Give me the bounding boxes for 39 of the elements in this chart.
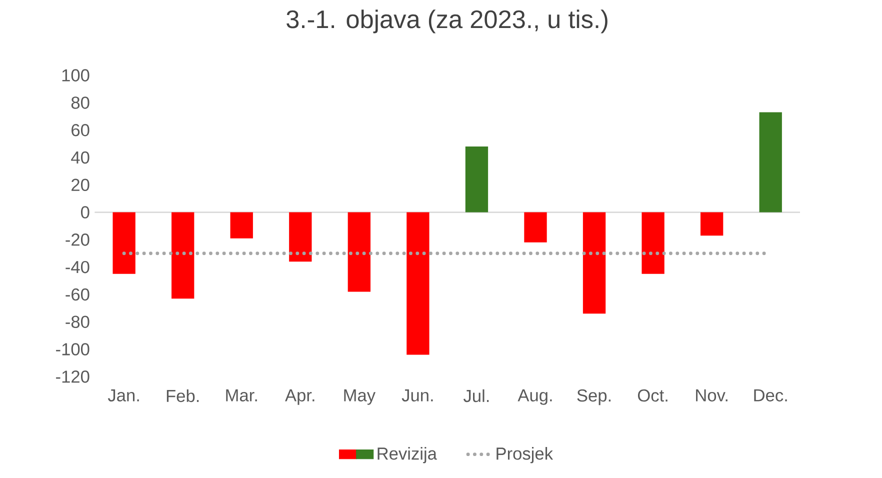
bar — [172, 212, 194, 299]
bar — [230, 212, 253, 238]
bar — [348, 212, 371, 292]
y-tick-label: -100 — [56, 343, 90, 356]
y-tick-label: 20 — [72, 178, 90, 192]
y-tick-label: 100 — [62, 69, 90, 82]
y-tick-label: -120 — [56, 370, 90, 383]
x-tick-label: Nov. — [696, 389, 728, 402]
x-tick-label: Aug. — [518, 389, 552, 405]
bar — [700, 212, 724, 236]
chart-title: 3.-1. objava (za 2023., u tis.) — [286, 10, 608, 34]
bar — [289, 212, 312, 262]
x-tick-label: Dec. — [754, 389, 787, 402]
bar — [524, 212, 547, 242]
x-tick-label: Jul. — [464, 389, 489, 402]
x-tick-label: May — [344, 389, 376, 405]
legend-label: Revizija — [378, 447, 437, 464]
bar — [406, 212, 430, 355]
x-tick-label: Mar. — [226, 389, 257, 402]
y-tick-label: -40 — [66, 260, 90, 274]
x-tick-label: Jun. — [402, 389, 433, 402]
x-tick-label: Oct. — [638, 389, 668, 402]
bar — [112, 212, 136, 274]
bar — [642, 212, 664, 274]
y-tick-label: 40 — [71, 151, 90, 164]
bar — [759, 112, 782, 212]
y-tick-label: -80 — [66, 316, 90, 328]
y-tick-label: -60 — [66, 288, 90, 301]
y-tick-label: 0 — [80, 206, 90, 218]
legend-label: Prosjek — [496, 447, 554, 464]
x-tick-label: Sep. — [577, 389, 611, 406]
y-tick-label: 60 — [72, 124, 90, 136]
bar — [465, 146, 488, 212]
x-tick-label: Feb. — [166, 389, 199, 402]
y-tick-label: 80 — [71, 96, 90, 109]
bar — [582, 212, 606, 314]
x-tick-label: Jan. — [108, 389, 139, 402]
y-tick-label: -20 — [66, 234, 90, 246]
x-tick-label: Apr. — [285, 389, 314, 405]
